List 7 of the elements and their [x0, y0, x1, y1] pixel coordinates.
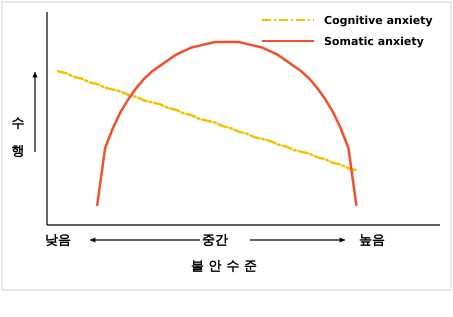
x-tick-label: 높음: [359, 233, 385, 248]
x-axis-title: 불 안 수 준: [191, 259, 257, 274]
x-tick-label: 중간: [202, 233, 228, 248]
y-axis-title: 수 행: [12, 116, 24, 159]
x-tick-label: 낮음: [45, 233, 71, 248]
legend-label: Somatic anxiety: [324, 35, 424, 48]
legend-label: Cognitive anxiety: [324, 14, 433, 27]
